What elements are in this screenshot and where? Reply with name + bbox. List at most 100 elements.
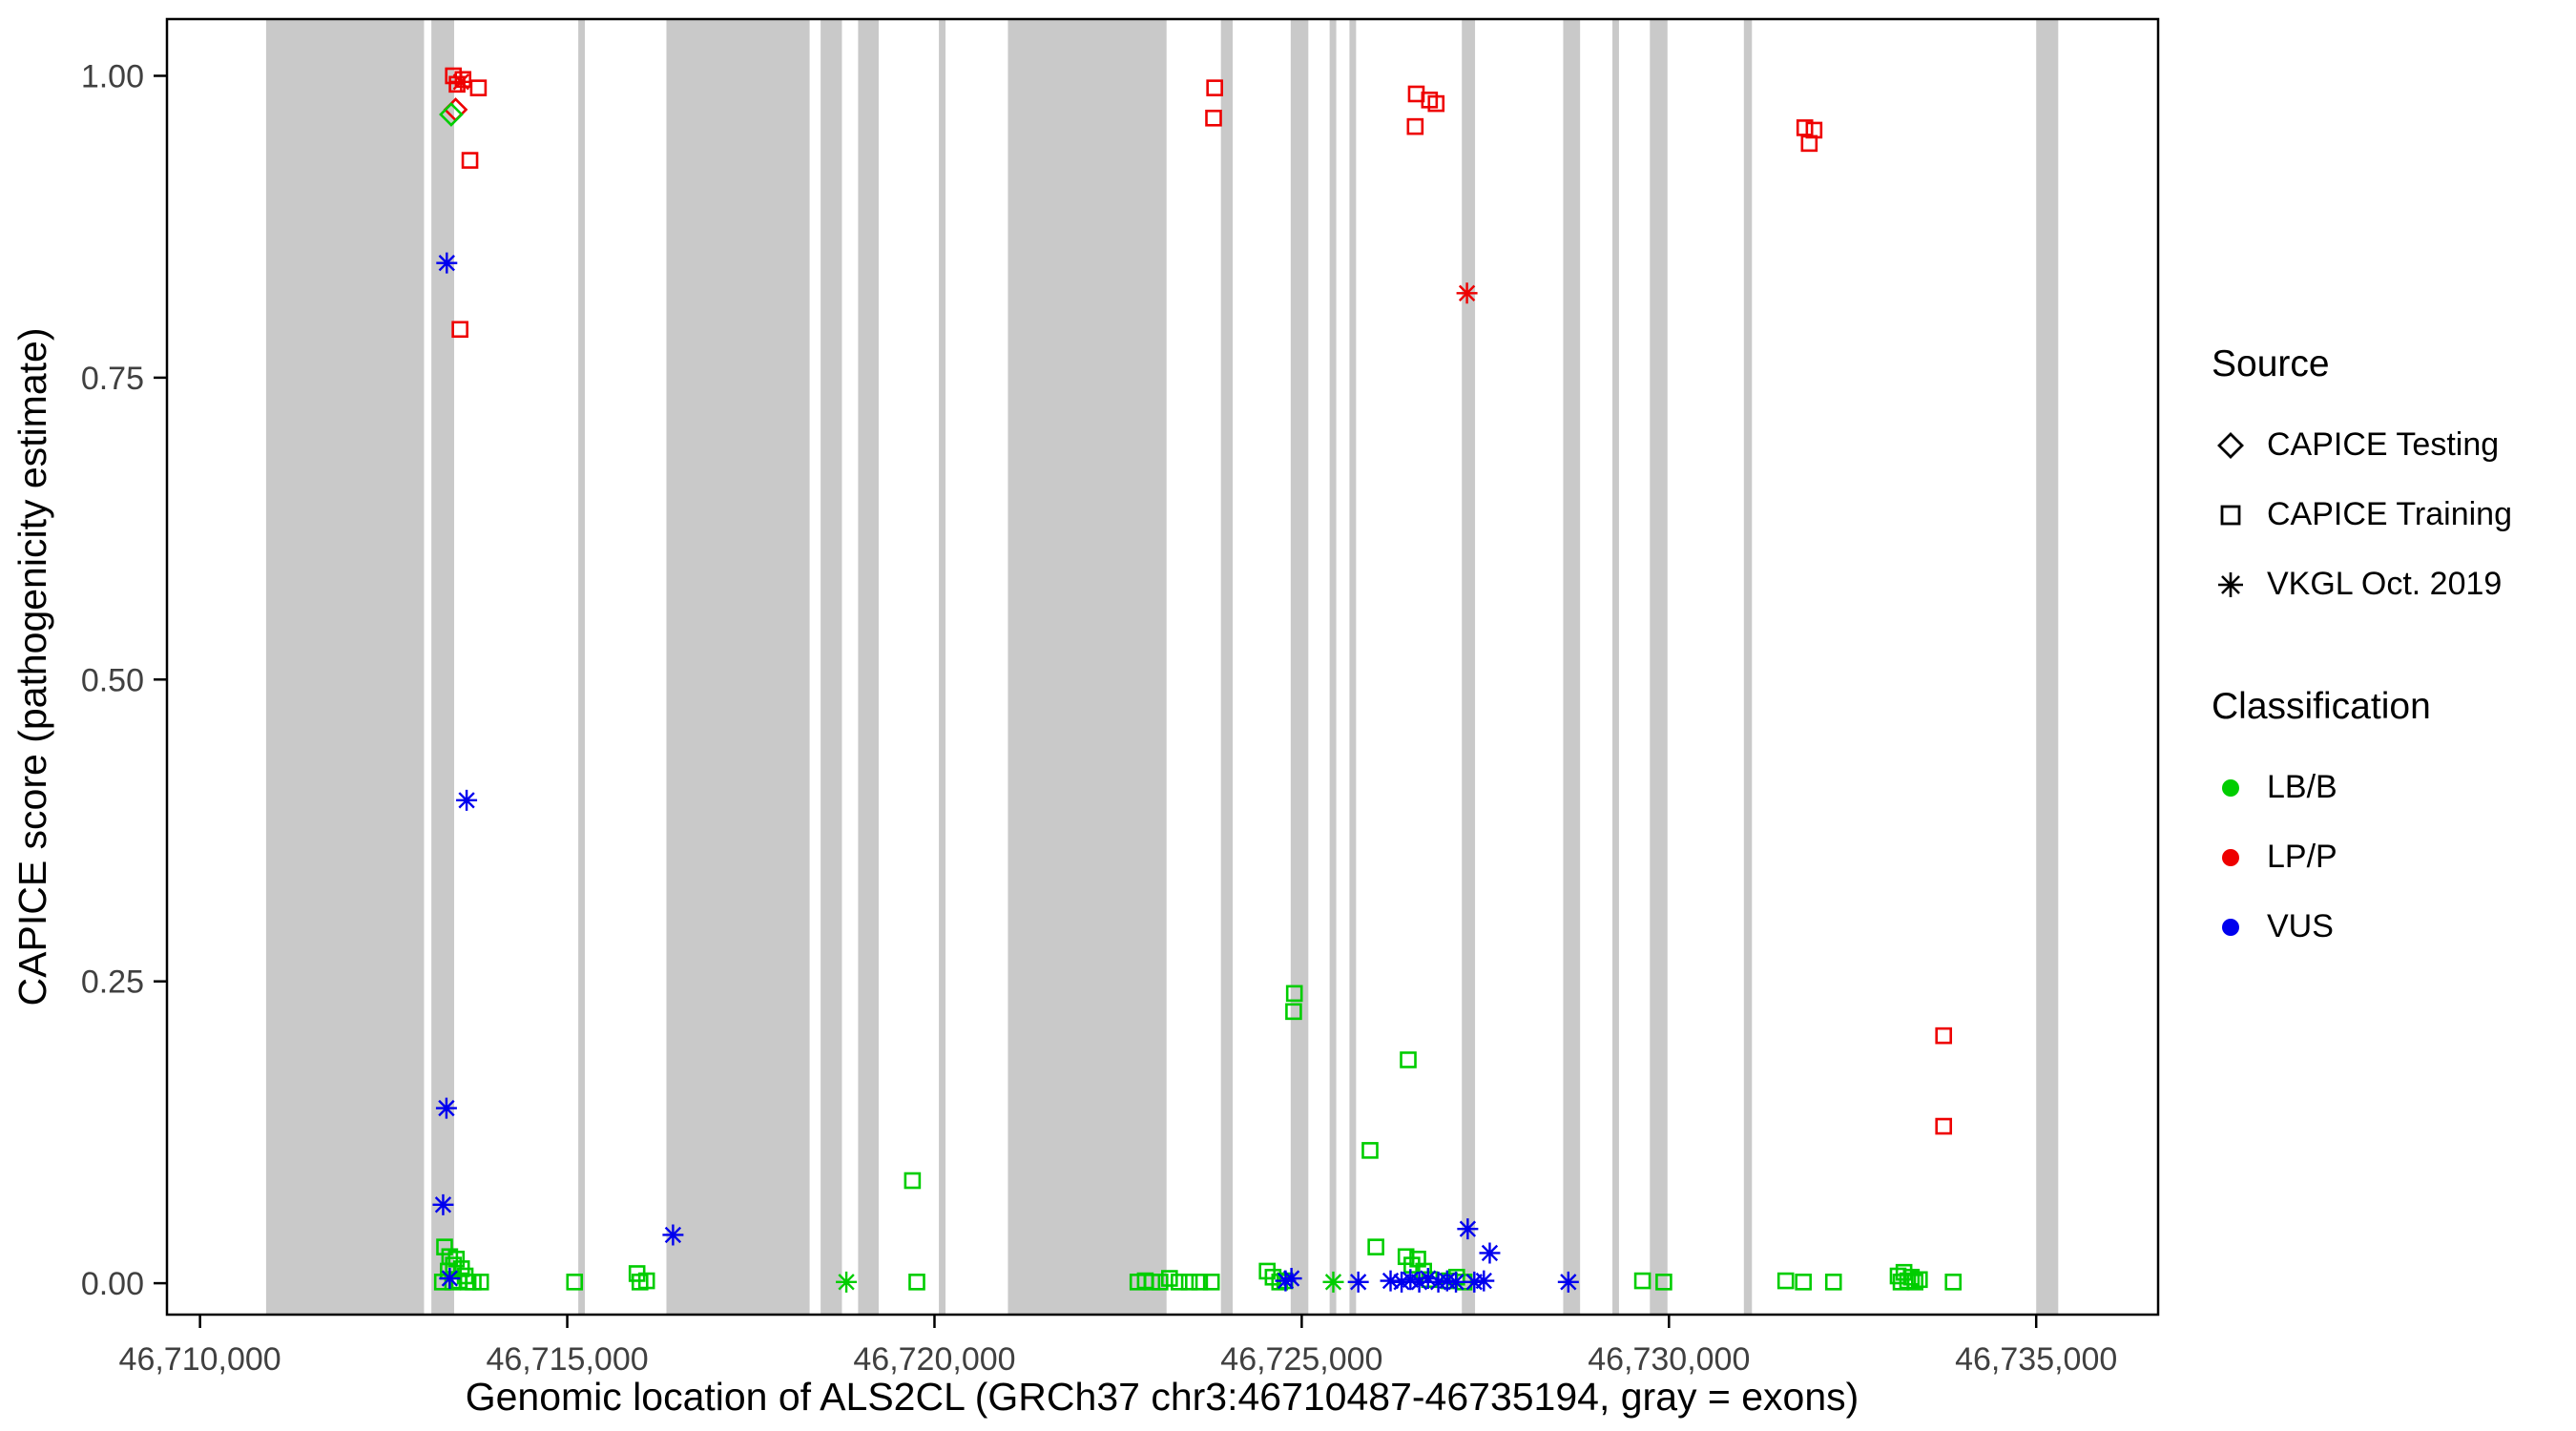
exon-band xyxy=(2036,19,2059,1315)
x-tick-label: 46,730,000 xyxy=(1588,1341,1750,1378)
y-axis-title: CAPICE score (pathogenicity estimate) xyxy=(10,328,54,1006)
x-tick-label: 46,735,000 xyxy=(1955,1341,2117,1378)
legend-item-capice-training: CAPICE Training xyxy=(2212,480,2565,550)
data-point-square xyxy=(1824,1274,1842,1291)
data-point-asterisk xyxy=(439,1268,461,1290)
legend-label-vkgl: VKGL Oct. 2019 xyxy=(2267,566,2503,602)
data-point-square xyxy=(1285,1003,1302,1021)
exon-band xyxy=(265,19,425,1315)
exon-band xyxy=(1349,19,1357,1315)
data-point-asterisk xyxy=(1427,1271,1449,1293)
data-point-asterisk xyxy=(450,71,472,93)
x-tick-label: 46,720,000 xyxy=(853,1341,1015,1378)
data-point-square xyxy=(1795,1274,1812,1291)
red-dot-icon xyxy=(2222,848,2239,866)
data-point-square xyxy=(1400,1051,1417,1068)
data-point-square xyxy=(1191,1274,1209,1291)
exon-band xyxy=(1563,19,1581,1315)
data-point-square xyxy=(461,152,479,169)
x-tick-label: 46,725,000 xyxy=(1220,1341,1382,1378)
exon-band xyxy=(1462,19,1476,1315)
legend-label-lbb: LB/B xyxy=(2267,769,2337,805)
legend-classification-title: Classification xyxy=(2212,686,2431,727)
legend-classification-block: Classification LB/B LP/P VUS xyxy=(2212,686,2565,962)
data-point-square xyxy=(436,1238,453,1255)
data-point-asterisk xyxy=(1380,1270,1402,1292)
legend-source-title: Source xyxy=(2212,343,2330,384)
square-marker-icon xyxy=(2220,505,2241,525)
data-point-square xyxy=(1205,109,1222,127)
panel-border xyxy=(165,17,2160,1317)
exon-band xyxy=(858,19,879,1315)
data-point-asterisk xyxy=(1391,1271,1413,1293)
legend-label-vus: VUS xyxy=(2267,908,2334,944)
data-point-asterisk xyxy=(1280,1268,1302,1290)
data-point-asterisk xyxy=(1445,1271,1467,1293)
data-point-diamond xyxy=(439,102,464,127)
data-point-asterisk xyxy=(662,1224,684,1246)
exon-band xyxy=(1290,19,1309,1315)
data-point-square xyxy=(1409,1250,1426,1268)
data-point-square xyxy=(1655,1274,1672,1291)
data-point-square xyxy=(1911,1271,1928,1289)
data-point-asterisk xyxy=(1457,1218,1479,1240)
exon-band xyxy=(821,19,842,1315)
data-point-square xyxy=(1152,1274,1169,1291)
data-point-square xyxy=(469,79,488,96)
data-point-square xyxy=(1361,1142,1379,1159)
data-point-square xyxy=(1427,94,1445,113)
legend: Source CAPICE Testing CAPICE Training VK… xyxy=(2212,343,2565,962)
legend-source-block: Source CAPICE Testing CAPICE Training VK… xyxy=(2212,343,2565,619)
x-tick-label: 46,715,000 xyxy=(486,1341,648,1378)
data-point-square xyxy=(1935,1027,1953,1045)
exon-band xyxy=(939,19,946,1315)
data-point-asterisk xyxy=(1417,1268,1439,1290)
y-tick-label: 0.50 xyxy=(81,662,144,698)
data-point-asterisk xyxy=(1408,1271,1430,1293)
y-tick-label: 0.75 xyxy=(81,361,144,397)
data-point-asterisk xyxy=(456,789,478,811)
data-point-square xyxy=(1406,117,1424,135)
data-point-square xyxy=(1633,1272,1652,1290)
data-point-asterisk xyxy=(1473,1270,1495,1292)
data-point-square xyxy=(1796,119,1814,136)
data-point-square xyxy=(1161,1270,1178,1287)
data-point-square xyxy=(1776,1272,1795,1290)
data-point-asterisk xyxy=(432,1193,454,1215)
legend-label-capice-training: CAPICE Training xyxy=(2267,496,2512,532)
data-point-square xyxy=(1285,985,1303,1003)
data-point-asterisk xyxy=(1275,1270,1297,1292)
legend-label-lpp: LP/P xyxy=(2267,839,2337,875)
exon-band xyxy=(1008,19,1167,1315)
y-tick-label: 0.25 xyxy=(81,964,144,1001)
diamond-marker-icon xyxy=(2217,431,2244,459)
data-point-square xyxy=(566,1274,584,1291)
data-point-square xyxy=(1180,1274,1198,1291)
data-point-asterisk xyxy=(1347,1271,1369,1293)
data-point-square xyxy=(904,1172,922,1190)
data-point-square xyxy=(454,71,472,89)
data-point-asterisk xyxy=(1436,1270,1458,1292)
legend-item-lbb: LB/B xyxy=(2212,753,2565,822)
data-point-asterisk xyxy=(1464,1271,1485,1293)
data-point-asterisk xyxy=(436,252,458,274)
data-point-square xyxy=(1906,1274,1923,1291)
data-point-square xyxy=(471,1274,489,1291)
y-tick-label: 0.00 xyxy=(81,1266,144,1302)
data-point-square xyxy=(637,1272,655,1290)
exon-band xyxy=(666,19,810,1315)
exon-band xyxy=(1612,19,1619,1315)
green-dot-icon xyxy=(2222,778,2239,797)
data-point-square xyxy=(1935,1117,1953,1135)
data-point-square xyxy=(1206,79,1223,96)
y-tick-label: 1.00 xyxy=(81,58,144,94)
legend-item-vkgl: VKGL Oct. 2019 xyxy=(2212,550,2565,619)
data-point-square xyxy=(1944,1274,1963,1291)
data-point-square xyxy=(1202,1274,1220,1291)
data-point-asterisk xyxy=(435,1097,457,1119)
exon-band xyxy=(1743,19,1753,1315)
data-point-square xyxy=(1367,1238,1384,1255)
x-tick-label: 46,710,000 xyxy=(119,1341,281,1378)
data-point-square xyxy=(1171,1274,1188,1291)
